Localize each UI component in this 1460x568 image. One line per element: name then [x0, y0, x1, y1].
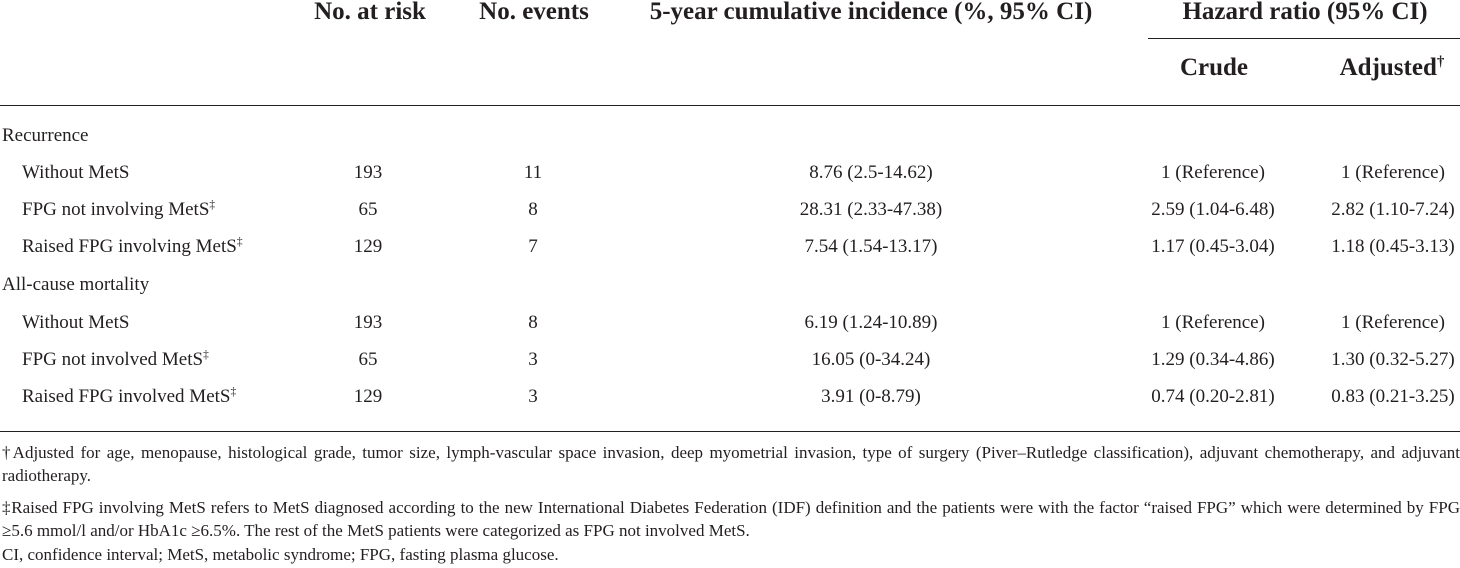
cell-events: 3	[528, 386, 538, 407]
cell-adjusted-hr: 2.82 (1.10-7.24)	[1331, 199, 1455, 220]
row-label: Raised FPG involved MetS‡	[22, 386, 236, 408]
row-label-text: Raised FPG involved MetS	[22, 386, 231, 407]
header-crude: Crude	[1179, 54, 1249, 81]
row-label-text: FPG not involved MetS	[22, 349, 204, 370]
hazard-ratio-underline	[1148, 38, 1460, 39]
cell-incidence: 7.54 (1.54-13.17)	[804, 236, 938, 257]
cell-incidence: 28.31 (2.33-47.38)	[799, 199, 943, 220]
cell-adjusted-hr: 0.83 (0.21-3.25)	[1331, 386, 1455, 407]
header-adjusted-label: Adjusted	[1339, 54, 1437, 81]
cell-events: 8	[528, 199, 538, 220]
cell-risk: 129	[353, 386, 383, 407]
header-no-events: No. events	[479, 0, 589, 25]
cell-events: 11	[523, 162, 543, 183]
row-label-text: Raised FPG involving MetS	[22, 236, 237, 257]
header-bottom-rule	[0, 105, 1460, 106]
cell-incidence: 3.91 (0-8.79)	[821, 386, 921, 407]
double-dagger-mark: ‡	[236, 236, 243, 249]
cell-incidence: 6.19 (1.24-10.89)	[804, 312, 938, 333]
cell-events: 3	[528, 349, 538, 370]
row-label: Without MetS	[22, 162, 130, 183]
cell-events: 8	[528, 312, 538, 333]
double-dagger-mark: ‡	[209, 199, 216, 212]
footnote-double-dagger: ‡Raised FPG involving MetS refers to Met…	[2, 498, 1460, 541]
cell-risk: 193	[353, 312, 383, 333]
cell-crude-hr: 2.59 (1.04-6.48)	[1151, 199, 1275, 220]
cell-incidence: 16.05 (0-34.24)	[811, 349, 931, 370]
cell-crude-hr: 0.74 (0.20-2.81)	[1151, 386, 1275, 407]
cell-adjusted-hr: 1 (Reference)	[1341, 312, 1445, 333]
cell-crude-hr: 1.29 (0.34-4.86)	[1151, 349, 1275, 370]
table-bottom-rule	[0, 431, 1460, 432]
cell-crude-hr: 1.17 (0.45-3.04)	[1151, 236, 1275, 257]
cell-risk: 193	[353, 162, 383, 183]
cell-adjusted-hr: 1 (Reference)	[1341, 162, 1445, 183]
dagger-mark: †	[1436, 54, 1445, 70]
double-dagger-mark: ‡	[230, 386, 237, 399]
row-label: FPG not involved MetS‡	[22, 349, 209, 371]
row-label: Raised FPG involving MetS‡	[22, 236, 243, 258]
cell-adjusted-hr: 1.30 (0.32-5.27)	[1331, 349, 1455, 370]
header-no-at-risk: No. at risk	[314, 0, 426, 25]
footnote-dagger: †Adjusted for age, menopause, histologic…	[2, 443, 1460, 486]
footnote-abbreviations: CI, confidence interval; MetS, metabolic…	[2, 545, 559, 564]
cell-risk: 129	[353, 236, 383, 257]
header-adjusted: Adjusted†	[1340, 54, 1445, 82]
section-title-recurrence: Recurrence	[2, 125, 89, 146]
cell-crude-hr: 1 (Reference)	[1161, 312, 1265, 333]
cell-events: 7	[528, 236, 538, 257]
header-cumulative-incidence: 5-year cumulative incidence (%, 95% CI)	[649, 0, 1093, 25]
row-label-text: FPG not involving MetS	[22, 199, 210, 220]
cell-risk: 65	[358, 349, 378, 370]
cell-crude-hr: 1 (Reference)	[1161, 162, 1265, 183]
cell-adjusted-hr: 1.18 (0.45-3.13)	[1331, 236, 1455, 257]
double-dagger-mark: ‡	[203, 349, 209, 362]
row-label: Without MetS	[22, 312, 130, 333]
section-title-all-cause-mortality: All-cause mortality	[2, 274, 150, 295]
header-hazard-ratio: Hazard ratio (95% CI)	[1182, 0, 1428, 25]
cell-incidence: 8.76 (2.5-14.62)	[809, 162, 933, 183]
row-label: FPG not involving MetS‡	[22, 199, 215, 221]
cell-risk: 65	[358, 199, 378, 220]
